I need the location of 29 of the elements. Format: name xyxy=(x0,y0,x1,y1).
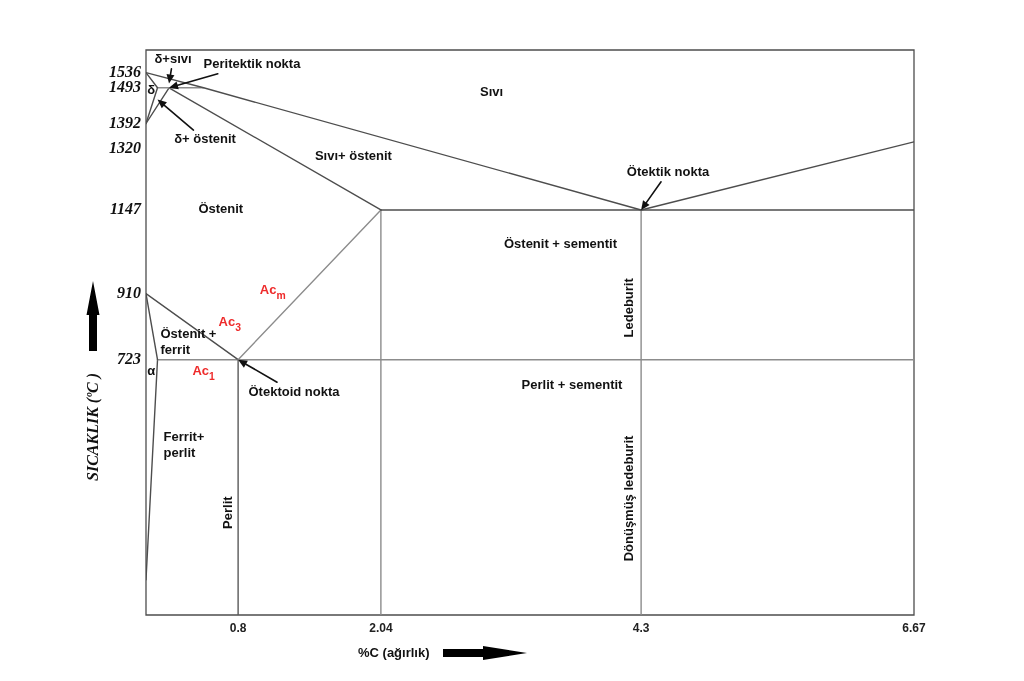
annotation: δ+ östenit xyxy=(174,131,237,147)
y-tick-label: 1536 xyxy=(109,62,141,80)
annotation: Ötektoid nokta xyxy=(248,383,341,399)
y-tick-label: 1392 xyxy=(109,113,141,131)
y-axis-title: SICAKLIK (ºC ) xyxy=(84,373,102,481)
annotation: Peritektik nokta xyxy=(203,55,302,71)
annotation: Perlit xyxy=(220,495,236,529)
y-tick-label: 1320 xyxy=(109,139,141,157)
annotation: Sıvı xyxy=(480,83,504,99)
x-axis-title: %C (ağırlık) xyxy=(358,645,430,660)
y-tick-label: 723 xyxy=(117,349,141,367)
annotation: Östenit xyxy=(198,200,244,216)
annotation: δ xyxy=(147,81,156,97)
y-tick-label: 910 xyxy=(117,283,141,301)
annotation: Ötektik nokta xyxy=(626,163,710,179)
x-tick-label: 2.04 xyxy=(369,620,393,635)
annotation: Perlit + sementit xyxy=(521,377,624,393)
y-tick-label: 1147 xyxy=(109,200,142,218)
y-tick-label: 1493 xyxy=(109,77,141,95)
annotation: Dönüşmüş ledeburit xyxy=(621,434,637,562)
annotation: Ferrit+ perlit xyxy=(163,429,205,460)
annotation: Östenit + ferrit xyxy=(160,326,217,357)
x-tick-label: 4.3 xyxy=(632,620,650,635)
annotation: δ+sıvı xyxy=(154,50,192,66)
annotation: Östenit + sementit xyxy=(503,235,618,251)
annotation: Ledeburit xyxy=(621,277,637,338)
x-tick-label: 6.67 xyxy=(902,620,926,635)
x-tick-label: 0.8 xyxy=(229,620,247,635)
annotation: Sıvı+ östenit xyxy=(314,147,393,163)
